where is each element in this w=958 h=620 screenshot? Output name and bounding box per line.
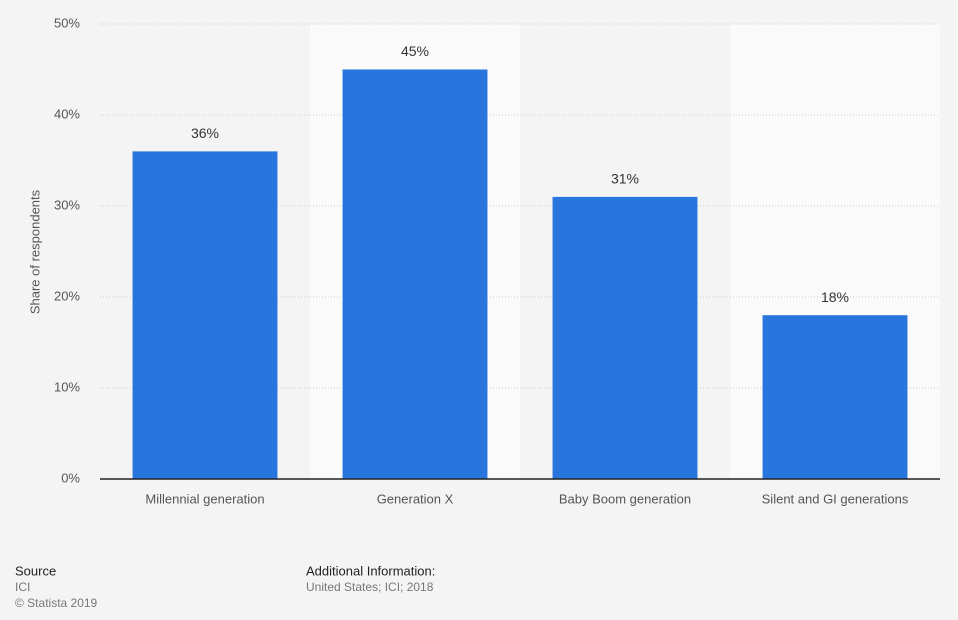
y-axis-label: Share of respondents: [27, 189, 42, 314]
copyright: © Statista 2019: [15, 596, 98, 610]
y-tick-label: 20%: [54, 288, 80, 303]
y-tick-label: 50%: [54, 15, 80, 30]
x-tick-label: Generation X: [377, 491, 454, 506]
source: ICI: [15, 580, 30, 594]
y-tick-label: 30%: [54, 197, 80, 212]
x-tick-label: Silent and GI generations: [762, 491, 909, 506]
y-tick-label: 10%: [54, 379, 80, 394]
value-label: 36%: [191, 125, 219, 141]
value-label: 45%: [401, 43, 429, 59]
bar: [132, 151, 278, 479]
source-title: Source: [15, 563, 56, 578]
bar: [552, 196, 698, 479]
x-tick-label: Millennial generation: [145, 491, 264, 506]
value-label: 31%: [611, 171, 639, 187]
value-label: 18%: [821, 289, 849, 305]
y-tick-label: 0%: [61, 470, 80, 485]
y-tick-label: 40%: [54, 106, 80, 121]
info-title: Additional Information:: [306, 563, 435, 578]
x-tick-label: Baby Boom generation: [559, 491, 691, 506]
bar: [342, 69, 488, 479]
bar: [762, 315, 908, 479]
info: United States; ICI; 2018: [306, 580, 434, 594]
